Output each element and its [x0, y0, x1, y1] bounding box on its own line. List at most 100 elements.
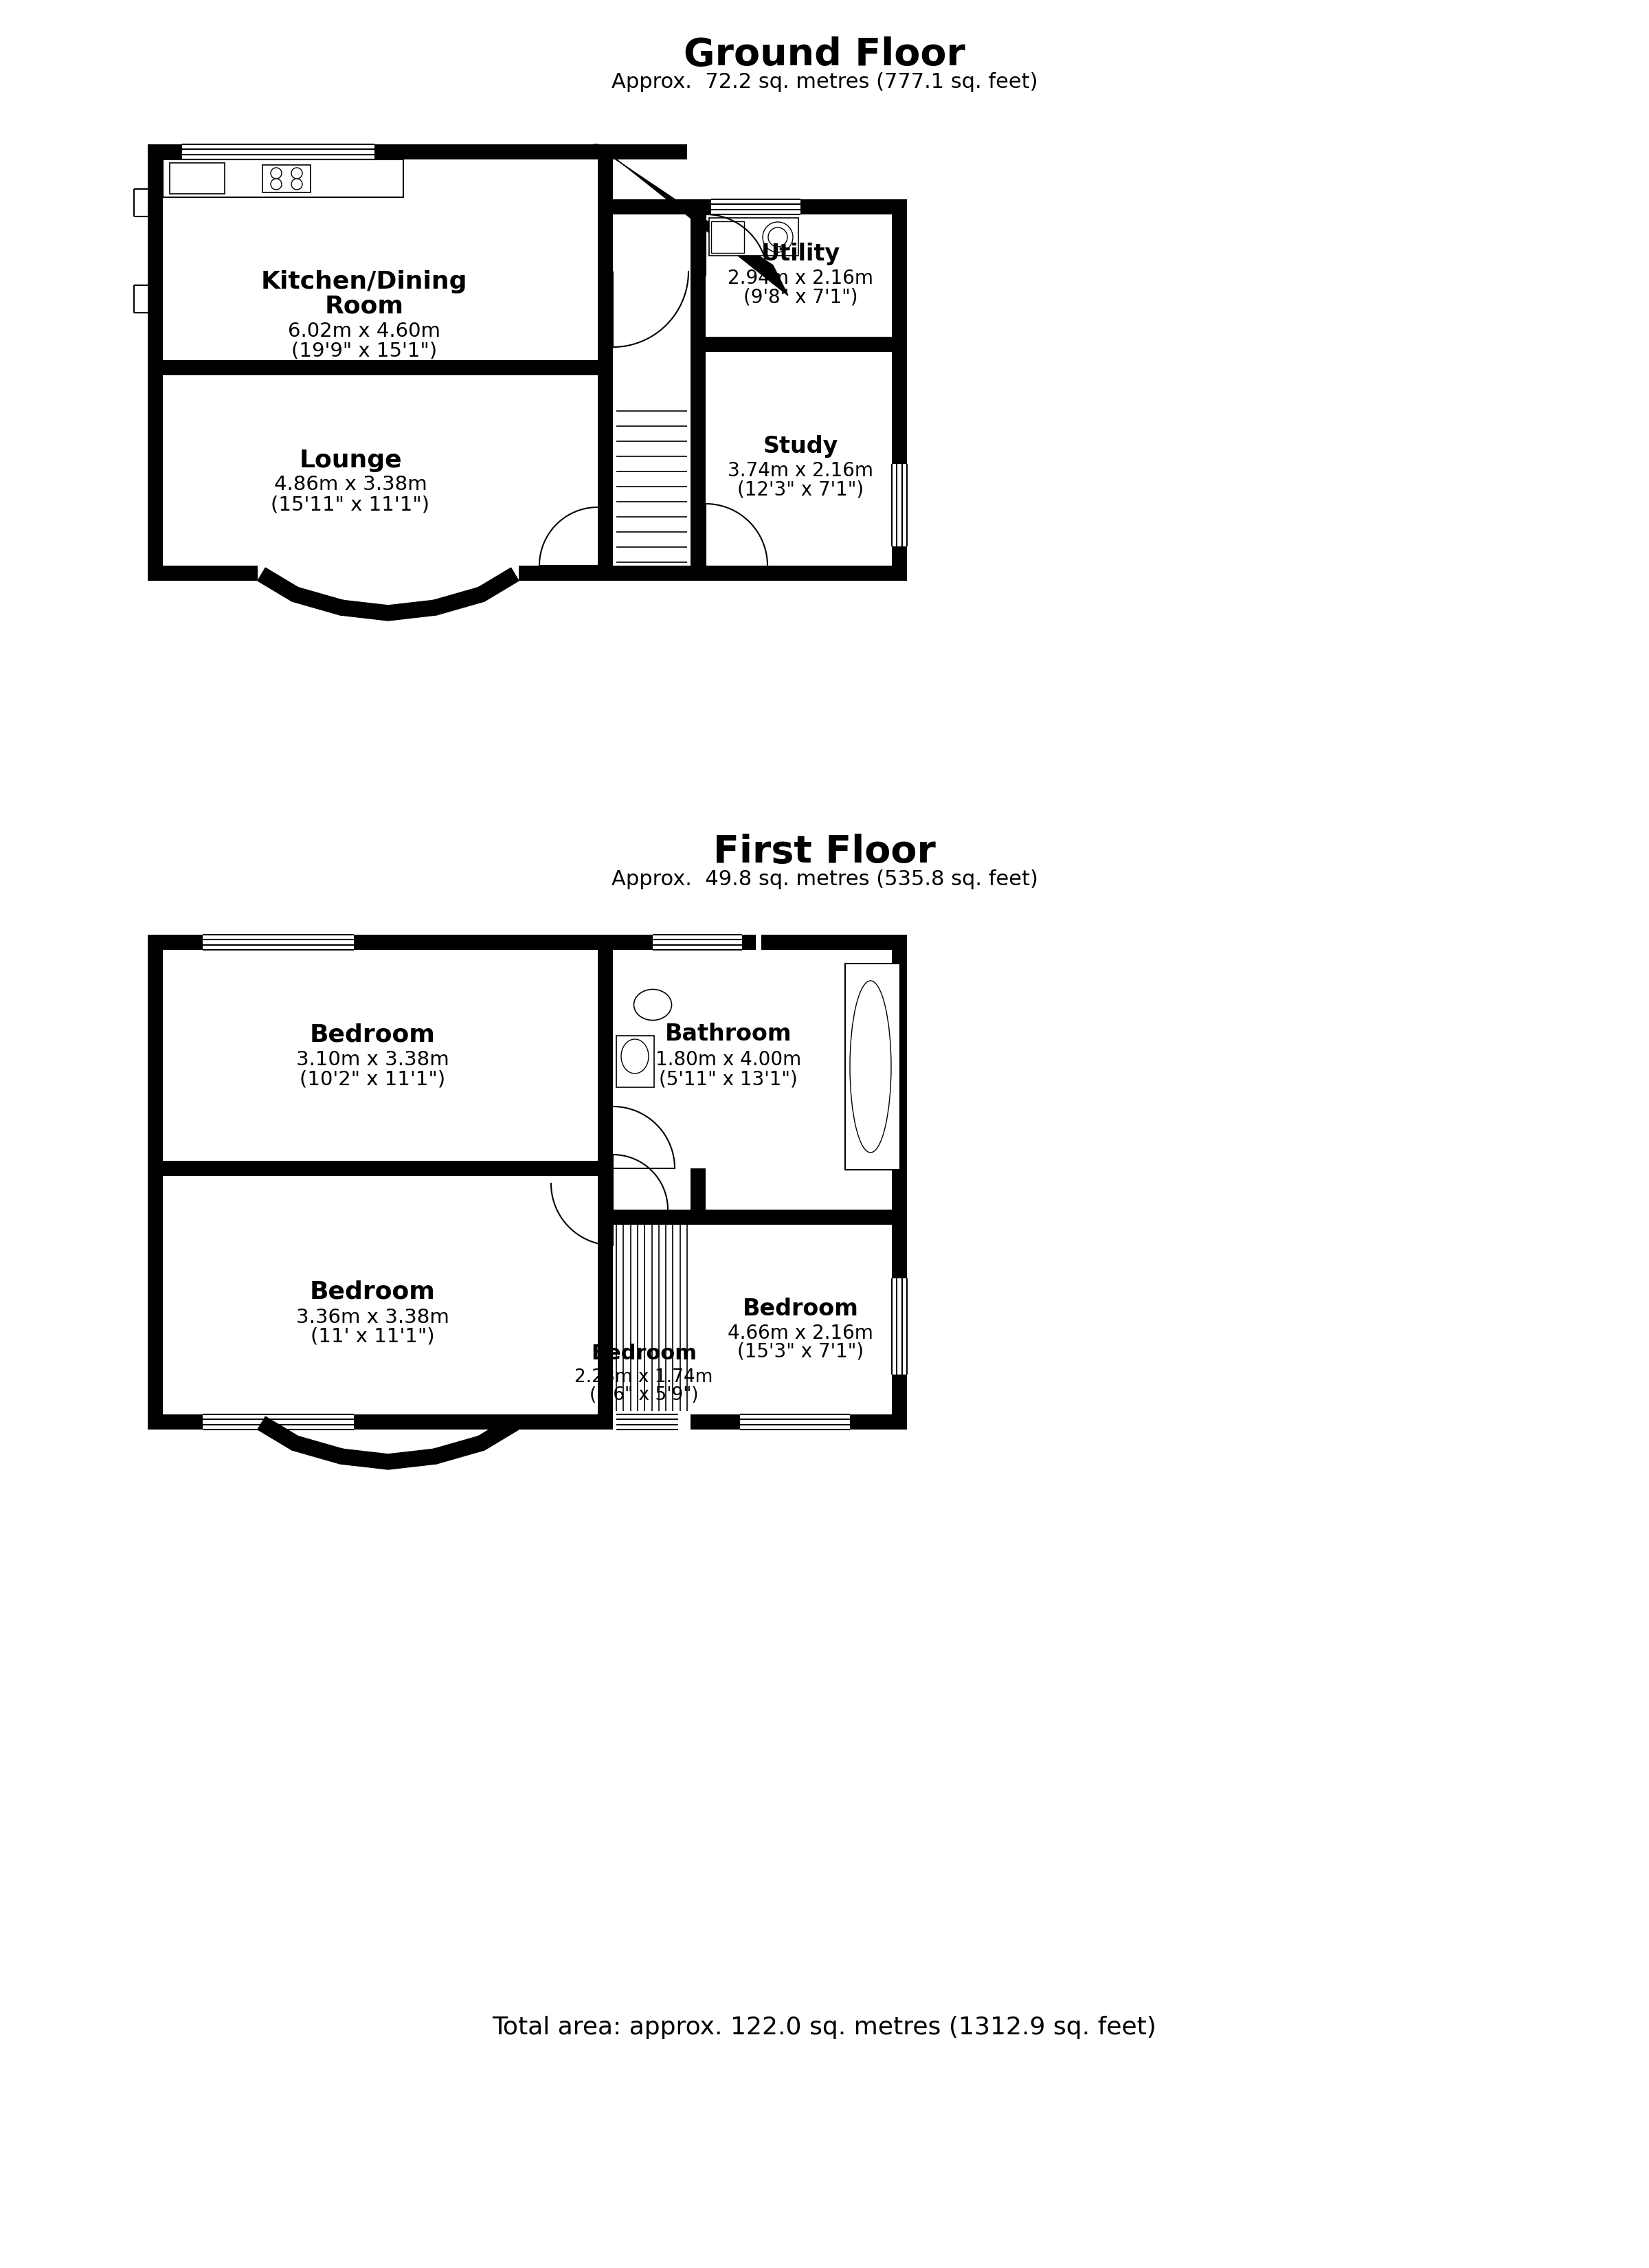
- Bar: [892, 934, 907, 1429]
- Text: Study: Study: [763, 435, 838, 458]
- Text: Bedroom: Bedroom: [742, 1297, 859, 1320]
- Circle shape: [270, 168, 282, 179]
- Text: Kitchen/Dining: Kitchen/Dining: [261, 270, 467, 293]
- Text: (15'11" x 11'1"): (15'11" x 11'1"): [270, 494, 430, 515]
- Bar: [892, 465, 907, 547]
- Polygon shape: [340, 1449, 389, 1470]
- Polygon shape: [386, 1449, 437, 1470]
- Text: (10'2" x 11'1"): (10'2" x 11'1"): [300, 1070, 445, 1089]
- Bar: [163, 159, 404, 197]
- Bar: [262, 166, 310, 193]
- Text: First Floor: First Floor: [714, 835, 935, 871]
- Bar: [148, 934, 163, 1429]
- Bar: [181, 145, 374, 159]
- Bar: [148, 565, 257, 581]
- Polygon shape: [292, 587, 345, 615]
- Bar: [203, 934, 355, 950]
- Polygon shape: [432, 1436, 485, 1463]
- Polygon shape: [340, 601, 389, 621]
- Text: (15'3" x 7'1"): (15'3" x 7'1"): [737, 1343, 864, 1361]
- Text: Approx.  49.8 sq. metres (535.8 sq. feet): Approx. 49.8 sq. metres (535.8 sq. feet): [612, 869, 1037, 889]
- Bar: [148, 1415, 599, 1429]
- Polygon shape: [594, 145, 788, 295]
- Polygon shape: [432, 587, 485, 615]
- Text: 3.10m x 3.38m: 3.10m x 3.38m: [295, 1050, 449, 1070]
- Polygon shape: [257, 567, 300, 601]
- Circle shape: [270, 179, 282, 191]
- Bar: [846, 964, 900, 1170]
- Bar: [599, 934, 613, 1168]
- Bar: [134, 286, 148, 313]
- Bar: [691, 200, 706, 336]
- Polygon shape: [386, 601, 437, 621]
- Bar: [755, 934, 762, 950]
- Bar: [148, 145, 163, 581]
- Bar: [711, 200, 800, 215]
- Bar: [709, 218, 798, 256]
- Text: Bedroom: Bedroom: [590, 1345, 698, 1363]
- Bar: [163, 159, 404, 197]
- Bar: [691, 200, 706, 581]
- Text: 3.36m x 3.38m: 3.36m x 3.38m: [295, 1309, 449, 1327]
- Bar: [203, 1415, 355, 1429]
- Text: Bedroom: Bedroom: [310, 1023, 435, 1046]
- Bar: [892, 1279, 907, 1374]
- Bar: [617, 1036, 655, 1086]
- Bar: [740, 1415, 849, 1429]
- Ellipse shape: [633, 989, 671, 1021]
- Bar: [691, 1415, 907, 1429]
- Text: 4.86m x 3.38m: 4.86m x 3.38m: [274, 474, 427, 494]
- Circle shape: [762, 222, 793, 252]
- Bar: [170, 163, 224, 193]
- Text: (9'8" x 7'1"): (9'8" x 7'1"): [744, 288, 857, 306]
- Bar: [148, 934, 907, 950]
- Bar: [691, 200, 907, 215]
- Text: 1.80m x 4.00m: 1.80m x 4.00m: [655, 1050, 801, 1070]
- Bar: [599, 565, 706, 581]
- Text: Utility: Utility: [760, 243, 839, 265]
- Text: (19'9" x 15'1"): (19'9" x 15'1"): [292, 340, 437, 361]
- Bar: [148, 145, 599, 159]
- Bar: [599, 200, 691, 215]
- Bar: [599, 145, 613, 374]
- Text: 2.94m x 2.16m: 2.94m x 2.16m: [727, 268, 874, 288]
- Polygon shape: [257, 1418, 300, 1449]
- Text: Total area: approx. 122.0 sq. metres (1312.9 sq. feet): Total area: approx. 122.0 sq. metres (13…: [493, 2016, 1156, 2039]
- Circle shape: [292, 179, 302, 191]
- Bar: [711, 222, 744, 254]
- Text: Lounge: Lounge: [298, 449, 402, 472]
- Bar: [653, 934, 742, 950]
- Bar: [691, 1168, 706, 1225]
- Text: Room: Room: [325, 295, 404, 318]
- Circle shape: [292, 168, 302, 179]
- Text: Ground Floor: Ground Floor: [684, 36, 965, 73]
- Polygon shape: [477, 1418, 519, 1449]
- Bar: [691, 565, 907, 581]
- Text: (5'11" x 13'1"): (5'11" x 13'1"): [660, 1070, 798, 1089]
- Bar: [706, 336, 907, 352]
- Bar: [892, 200, 907, 581]
- Text: 2.28m x 1.74m: 2.28m x 1.74m: [574, 1368, 712, 1386]
- Text: (12'3" x 7'1"): (12'3" x 7'1"): [737, 481, 864, 499]
- Ellipse shape: [622, 1039, 648, 1073]
- Bar: [691, 336, 706, 581]
- Text: 3.74m x 2.16m: 3.74m x 2.16m: [727, 460, 874, 481]
- Circle shape: [768, 227, 788, 247]
- Ellipse shape: [849, 980, 890, 1152]
- Text: (11' x 11'1"): (11' x 11'1"): [310, 1327, 434, 1347]
- Polygon shape: [477, 567, 519, 601]
- Bar: [613, 1209, 907, 1225]
- Bar: [148, 361, 613, 374]
- Bar: [599, 1209, 691, 1225]
- Bar: [599, 374, 613, 581]
- Bar: [617, 1415, 678, 1429]
- Bar: [163, 159, 404, 197]
- Text: Bathroom: Bathroom: [665, 1023, 792, 1046]
- Bar: [134, 188, 148, 215]
- Bar: [599, 145, 688, 159]
- Text: (7'6" x 5'9"): (7'6" x 5'9"): [589, 1386, 698, 1404]
- Polygon shape: [292, 1436, 345, 1463]
- Text: Bedroom: Bedroom: [310, 1281, 435, 1304]
- Bar: [599, 1168, 613, 1429]
- Text: 4.66m x 2.16m: 4.66m x 2.16m: [727, 1325, 874, 1343]
